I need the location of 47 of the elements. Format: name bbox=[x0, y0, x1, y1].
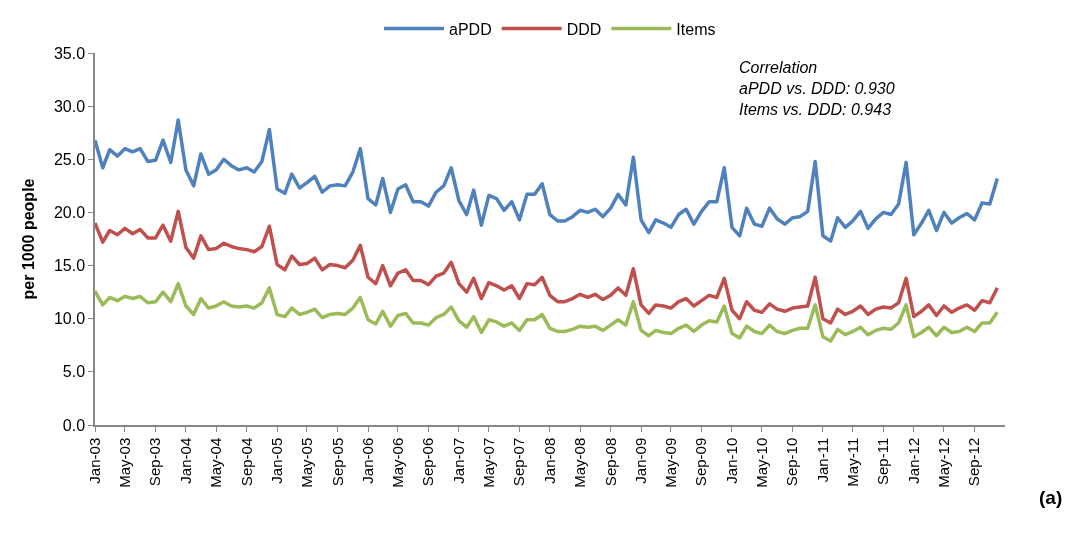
legend-label: aPDD bbox=[449, 20, 492, 38]
x-tick-label: Sep-04 bbox=[237, 437, 255, 487]
y-tick-label: 25.0 bbox=[53, 150, 86, 168]
line-series bbox=[95, 118, 1000, 243]
x-tick-label: Jan-05 bbox=[267, 437, 285, 484]
x-tick-label: Sep-12 bbox=[965, 437, 983, 487]
x-tick-label: May-08 bbox=[570, 437, 588, 488]
x-tick-label: May-09 bbox=[661, 437, 679, 488]
x-tick-label: May-03 bbox=[115, 437, 133, 488]
line-series bbox=[95, 209, 1000, 325]
x-tick-label: May-05 bbox=[297, 437, 315, 488]
x-tick-label: May-06 bbox=[388, 437, 406, 488]
annotation: Correlation aPDD vs. DDD: 0.930 Items vs. DDD: 0.943 bbox=[739, 59, 895, 118]
x-tick-label: Jan-11 bbox=[813, 437, 831, 483]
y-tick-label: 20.0 bbox=[53, 204, 86, 222]
y-tick-label: 35.0 bbox=[53, 44, 86, 62]
y-tick-label: 0.0 bbox=[62, 416, 86, 434]
x-tick-label: Sep-08 bbox=[601, 437, 619, 487]
legend-label: Items bbox=[676, 20, 716, 38]
x-tick-label: Jan-08 bbox=[540, 437, 558, 484]
x-tick-label: Jan-12 bbox=[904, 437, 922, 484]
x-tick-label: May-12 bbox=[934, 437, 952, 488]
y-tick-label: 5.0 bbox=[62, 363, 86, 381]
x-tick-label: Jan-06 bbox=[358, 437, 376, 484]
x-tick-label: Sep-06 bbox=[419, 437, 437, 487]
x-tick-label: Sep-09 bbox=[692, 437, 710, 487]
x-tick-label: Sep-07 bbox=[510, 437, 528, 487]
x-tick-label: May-07 bbox=[479, 437, 497, 488]
x-tick-label: Sep-03 bbox=[146, 437, 164, 487]
x-tick-label: May-04 bbox=[206, 437, 224, 488]
x-tick-label: Jan-03 bbox=[85, 437, 103, 484]
legend-label: DDD bbox=[566, 20, 602, 38]
x-tick-label: Jan-04 bbox=[176, 437, 194, 484]
y-axis-title: per 1000 people bbox=[20, 178, 38, 300]
y-tick-label: 10.0 bbox=[53, 310, 86, 328]
y-tick-label: 15.0 bbox=[53, 257, 86, 275]
x-tick-label: Sep-10 bbox=[783, 437, 801, 487]
x-tick-label: Jan-09 bbox=[631, 437, 649, 484]
x-tick-label: Sep-11 bbox=[874, 437, 892, 486]
x-tick-label: Jan-10 bbox=[722, 437, 740, 484]
x-tick-label: May-10 bbox=[752, 437, 770, 488]
x-tick-label: May-11 bbox=[843, 437, 861, 487]
y-tick-label: 30.0 bbox=[53, 97, 86, 115]
line-series bbox=[95, 281, 1000, 343]
x-tick-label: Jan-07 bbox=[449, 437, 467, 484]
x-tick-label: Sep-05 bbox=[328, 437, 346, 487]
text: (a) bbox=[1039, 487, 1063, 508]
